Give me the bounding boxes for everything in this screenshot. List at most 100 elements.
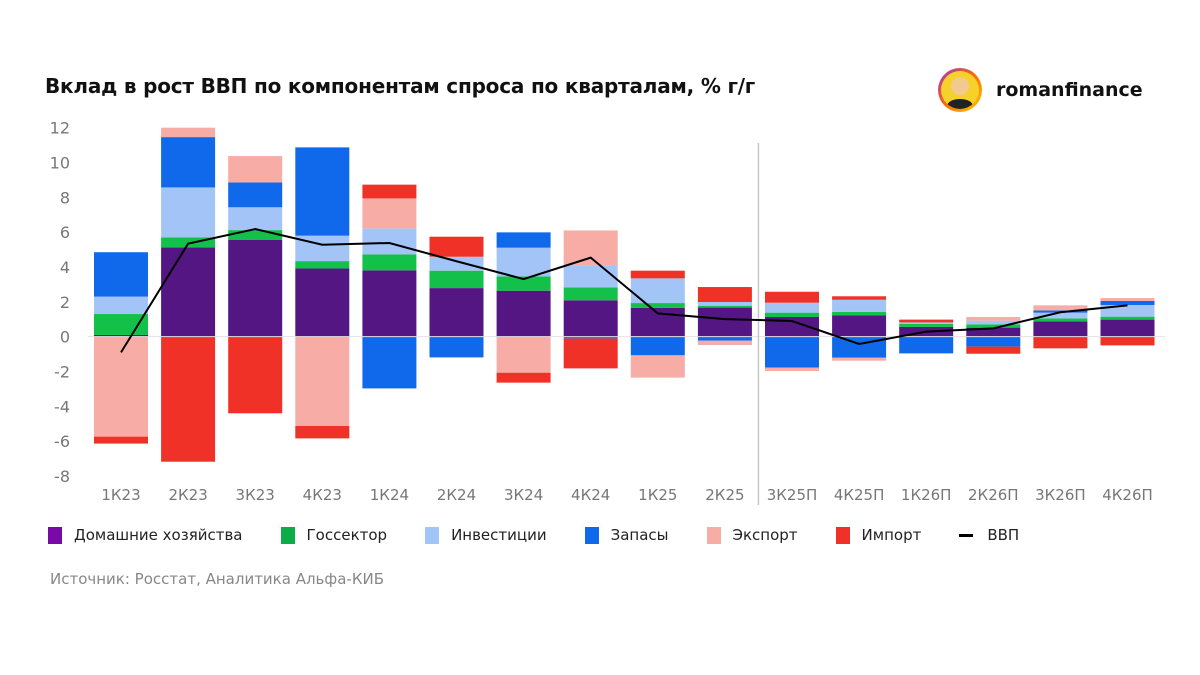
bar-segment-2: [1100, 304, 1155, 317]
legend-swatch: [706, 526, 721, 544]
bar-segment-1: [161, 237, 216, 248]
brand: romanfinance: [938, 68, 1143, 112]
bar-segment-1: [496, 276, 551, 291]
bar-segment-1: [295, 261, 350, 269]
brand-name: romanfinance: [996, 79, 1143, 101]
bar-segment-2: [899, 322, 954, 324]
bar-segment-4: [765, 367, 819, 371]
source-note: Источник: Росстат, Аналитика Альфа-КИБ: [50, 570, 384, 588]
bar-segment-0: [765, 317, 819, 337]
bar-segment-5: [94, 436, 148, 444]
bar-segment-4: [832, 357, 887, 361]
legend-item: Домашние хозяйства: [48, 526, 243, 544]
legend-line-swatch: [959, 533, 974, 537]
x-tick-label: 2К23: [168, 486, 207, 504]
bar-segment-0: [94, 334, 148, 337]
y-tick-label: 4: [60, 258, 70, 277]
bar-segment-2: [496, 247, 551, 277]
bar-segment-5: [630, 270, 685, 279]
legend-swatch: [280, 526, 295, 544]
legend: Домашние хозяйства Госсектор Инвестиции Зап…: [48, 526, 1057, 544]
bar-segment-5: [362, 184, 417, 199]
bar-segment-1: [630, 303, 685, 308]
bar-segment-3: [228, 182, 283, 208]
x-tick-label: 2К26П: [968, 486, 1019, 504]
legend-label: Экспорт: [732, 526, 798, 544]
bar-segment-0: [228, 239, 283, 337]
y-tick-label: 0: [60, 328, 70, 347]
bar-segment-4: [94, 336, 148, 437]
y-tick-label: 8: [60, 188, 70, 207]
x-tick-label: 3К24: [504, 486, 543, 504]
bar-segment-4: [228, 156, 283, 183]
bar-segment-1: [429, 270, 484, 289]
bar-segment-1: [1033, 318, 1088, 322]
y-tick-label: -8: [54, 467, 70, 486]
bar-segment-1: [1100, 316, 1155, 320]
bar-segment-3: [630, 336, 685, 356]
bar-segment-4: [1033, 305, 1088, 311]
legend-item: Госсектор: [280, 526, 388, 544]
legend-label: ВВП: [987, 526, 1020, 544]
bar-segment-2: [697, 302, 752, 306]
x-tick-label: 3К25П: [767, 486, 818, 504]
legend-swatch: [584, 526, 599, 544]
x-tick-label: 3К23: [236, 486, 275, 504]
bar-segment-5: [1033, 336, 1088, 349]
gdp-line: [120, 228, 1128, 353]
bar-segment-2: [630, 278, 685, 304]
bar-segment-1: [765, 312, 819, 318]
x-tick-label: 1К25: [638, 486, 677, 504]
bar-segment-4: [697, 340, 752, 346]
bar-segment-3: [765, 336, 819, 368]
bar-segment-5: [966, 346, 1021, 354]
y-tick-label: 6: [60, 223, 70, 242]
bar-segment-3: [966, 336, 1021, 347]
bar-segment-4: [161, 127, 216, 138]
y-tick-label: 10: [50, 154, 70, 173]
bar-segment-0: [295, 268, 350, 337]
bar-segment-5: [899, 319, 954, 323]
x-tick-label: 2К24: [437, 486, 476, 504]
bar-segment-3: [563, 336, 618, 339]
bar-segment-5: [563, 338, 618, 369]
bar-segment-2: [228, 207, 283, 231]
bar-segment-1: [362, 254, 417, 271]
bar-segment-0: [563, 300, 618, 337]
bar-segment-5: [429, 236, 484, 257]
bar-segment-1: [966, 324, 1021, 328]
bar-segment-0: [1100, 319, 1155, 337]
bar-segment-0: [161, 247, 216, 337]
legend-item: Экспорт: [706, 526, 798, 544]
y-tick-label: -2: [54, 363, 70, 382]
legend-swatch: [48, 526, 62, 544]
bar-segment-3: [496, 232, 551, 248]
x-tick-label: 4К25П: [834, 486, 885, 504]
legend-item: Запасы: [584, 526, 669, 544]
bar-segment-0: [1033, 321, 1088, 337]
bar-segment-2: [362, 228, 417, 255]
legend-label: Инвестиции: [451, 526, 547, 544]
legend-item: ВВП: [959, 526, 1019, 544]
bar-segment-2: [563, 265, 618, 288]
bar-segment-0: [362, 270, 417, 337]
legend-label: Запасы: [610, 526, 669, 544]
bar-segment-2: [966, 320, 1021, 325]
legend-label: Госсектор: [306, 526, 388, 544]
x-tick-label: 1К23: [101, 486, 140, 504]
bar-segment-3: [161, 137, 216, 188]
x-tick-label: 4К24: [571, 486, 610, 504]
bar-segment-4: [295, 336, 350, 427]
bar-segment-5: [228, 336, 283, 414]
bar-segment-5: [765, 291, 819, 303]
bar-segment-4: [362, 198, 417, 229]
bar-segment-2: [161, 187, 216, 238]
x-tick-label: 1К24: [370, 486, 409, 504]
bar-segment-4: [496, 336, 551, 373]
bar-segment-1: [563, 287, 618, 301]
x-tick-label: 4К23: [303, 486, 342, 504]
bar-segment-3: [362, 336, 417, 389]
y-tick-label: 2: [60, 293, 70, 312]
bar-segment-5: [832, 296, 887, 300]
chart-title: Вклад в рост ВВП по компонентам спроса п…: [45, 74, 756, 98]
